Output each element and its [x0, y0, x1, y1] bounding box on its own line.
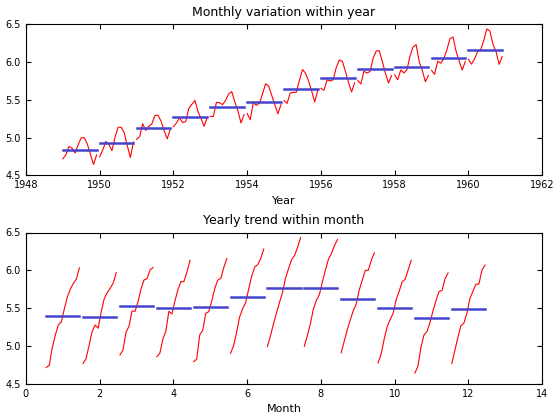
Title: Monthly variation within year: Monthly variation within year: [193, 5, 376, 18]
X-axis label: Year: Year: [272, 196, 296, 206]
Title: Yearly trend within month: Yearly trend within month: [203, 214, 365, 227]
X-axis label: Month: Month: [267, 404, 301, 415]
